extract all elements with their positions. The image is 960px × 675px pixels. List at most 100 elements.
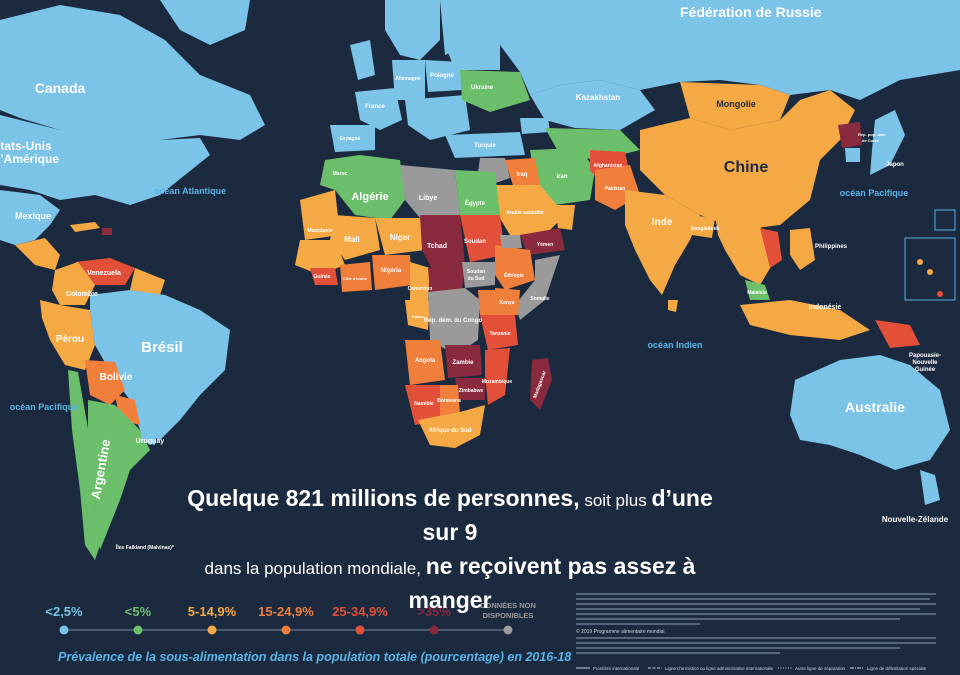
country-saudi[interactable] bbox=[490, 185, 565, 235]
label-nigeria: Nigéria bbox=[381, 268, 402, 274]
country-nigeria[interactable] bbox=[372, 255, 412, 290]
country-mexico[interactable] bbox=[0, 190, 60, 245]
country-north-korea[interactable] bbox=[838, 122, 862, 148]
headline-part1: Quelque 821 millions de personnes, bbox=[187, 485, 580, 511]
country-usa[interactable] bbox=[0, 115, 210, 205]
label-zimbabwe: Zimbabwe bbox=[459, 388, 484, 394]
country-poland[interactable] bbox=[425, 60, 462, 92]
country-france[interactable] bbox=[355, 88, 402, 130]
country-sudan[interactable] bbox=[460, 215, 505, 262]
label-new-zealand: Nouvelle-Zélande bbox=[882, 515, 949, 524]
headline-part2: soit plus bbox=[579, 491, 652, 510]
label-libya: Libye bbox=[419, 195, 437, 202]
label-namibia: Namibie bbox=[414, 401, 434, 407]
label-france: France bbox=[365, 104, 385, 110]
country-cameroon[interactable] bbox=[410, 262, 430, 300]
country-malaysia[interactable] bbox=[745, 280, 770, 300]
headline-part5: ne reçoivent pas assez à manger bbox=[408, 553, 696, 613]
label-png-line3: Guinée bbox=[915, 367, 936, 373]
label-mexico: Mexique bbox=[15, 211, 51, 221]
legend-dot-2 bbox=[207, 625, 217, 635]
label-india: Inde bbox=[652, 217, 673, 228]
country-south-africa[interactable] bbox=[418, 405, 485, 448]
label-zambia: Zambie bbox=[452, 360, 474, 366]
country-brazil[interactable] bbox=[90, 290, 230, 440]
country-colombia[interactable] bbox=[52, 262, 95, 305]
label-south-sudan-line1: Soudan bbox=[467, 269, 485, 275]
country-guinea-sl-liberia bbox=[310, 268, 338, 285]
country-south-sudan[interactable] bbox=[462, 262, 495, 288]
country-peru[interactable] bbox=[42, 305, 95, 370]
country-argentina[interactable] bbox=[88, 400, 150, 550]
footnote-lines bbox=[576, 593, 936, 654]
country-tanzania[interactable] bbox=[480, 315, 518, 350]
country-mauritania[interactable] bbox=[300, 190, 340, 240]
country-zambia[interactable] bbox=[445, 345, 482, 378]
country-namibia[interactable] bbox=[405, 385, 440, 425]
country-central-america[interactable] bbox=[15, 238, 60, 270]
country-philippines[interactable] bbox=[790, 228, 815, 270]
country-botswana[interactable] bbox=[440, 385, 460, 418]
country-guyanas bbox=[130, 268, 165, 295]
country-japan[interactable] bbox=[870, 110, 905, 175]
country-mongolia[interactable] bbox=[680, 82, 790, 130]
label-kenya: Kenya bbox=[499, 300, 514, 306]
country-uruguay[interactable] bbox=[140, 425, 158, 445]
country-png[interactable] bbox=[875, 320, 920, 348]
legend-label-6-line2: DISPONIBLES bbox=[483, 611, 534, 620]
country-kazakhstan[interactable] bbox=[530, 80, 655, 130]
country-algeria[interactable] bbox=[335, 155, 405, 220]
country-indonesia[interactable] bbox=[740, 300, 870, 340]
country-new-zealand[interactable] bbox=[920, 470, 940, 505]
label-south-sudan-line2: du Sud bbox=[468, 276, 485, 282]
country-drc[interactable] bbox=[428, 288, 480, 355]
country-mali[interactable] bbox=[330, 215, 380, 260]
country-egypt[interactable] bbox=[455, 170, 500, 215]
label-ocean-indian: océan Indien bbox=[647, 340, 702, 350]
country-russia[interactable] bbox=[470, 0, 960, 100]
label-iran: Iran bbox=[556, 174, 567, 180]
country-ukraine[interactable] bbox=[460, 70, 530, 112]
country-iraq[interactable] bbox=[505, 158, 540, 192]
country-china[interactable] bbox=[640, 90, 855, 230]
country-yemen[interactable] bbox=[520, 228, 565, 255]
country-ethiopia[interactable] bbox=[495, 245, 535, 290]
country-chad[interactable] bbox=[420, 215, 465, 275]
label-morocco: Maroc bbox=[333, 171, 348, 177]
country-caucasus bbox=[520, 118, 550, 134]
country-germany[interactable] bbox=[392, 60, 425, 100]
label-north-korea-line1: Rép. pop. dém. bbox=[858, 132, 887, 137]
country-niger[interactable] bbox=[375, 218, 425, 255]
headline-part4: dans la population mondiale, bbox=[204, 559, 426, 578]
label-somalia: Somalie bbox=[530, 296, 549, 302]
label-algeria: Algérie bbox=[351, 191, 388, 203]
country-australia[interactable] bbox=[790, 355, 950, 470]
country-kenya[interactable] bbox=[495, 288, 520, 315]
country-angola[interactable] bbox=[405, 340, 445, 385]
country-greenland[interactable] bbox=[160, 0, 250, 45]
label-mauritania: Mauritanie bbox=[307, 228, 332, 234]
legend-label-6-line1: DONNÉES NON bbox=[480, 601, 536, 610]
label-niger: Niger bbox=[390, 233, 410, 242]
country-somalia[interactable] bbox=[515, 255, 560, 320]
country-bolivia[interactable] bbox=[85, 360, 125, 405]
country-madagascar[interactable] bbox=[530, 358, 552, 410]
country-india[interactable] bbox=[625, 190, 700, 295]
label-pakistan: Pakistan bbox=[605, 186, 626, 192]
country-chile bbox=[68, 370, 100, 560]
legend-label-5: >35% bbox=[417, 604, 451, 619]
country-turkey[interactable] bbox=[445, 132, 525, 158]
label-angola: Angola bbox=[415, 358, 436, 364]
country-canada[interactable] bbox=[0, 5, 265, 140]
label-falklands: Îles Falkland (Malvinas)* bbox=[115, 543, 174, 551]
label-poland: Pologne bbox=[430, 73, 454, 79]
footnote-copyright: © 2019 Programme alimentaire mondial bbox=[576, 628, 664, 635]
legend: <2,5% <5% 5-14,9% 15-24,9% 25-34,9% >35% DONNÉ… bbox=[45, 601, 536, 635]
label-guinea: Guinée bbox=[314, 274, 331, 280]
country-iran[interactable] bbox=[530, 148, 595, 205]
country-libya[interactable] bbox=[400, 165, 460, 218]
country-spain[interactable] bbox=[330, 125, 375, 152]
label-mongolia: Mongolie bbox=[716, 99, 756, 109]
country-malawi-moz bbox=[485, 348, 510, 405]
country-zimbabwe[interactable] bbox=[455, 378, 485, 400]
